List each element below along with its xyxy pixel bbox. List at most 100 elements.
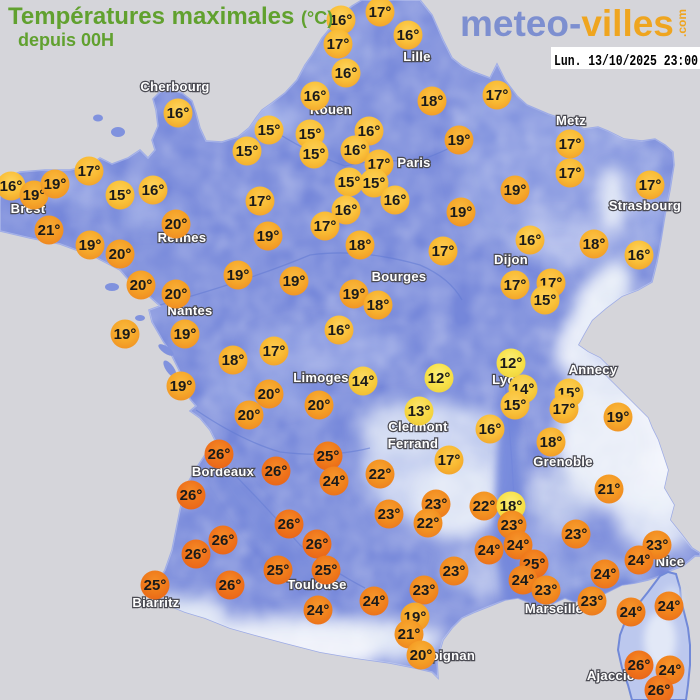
svg-text:26°: 26° (180, 487, 203, 504)
svg-text:21°: 21° (38, 222, 61, 239)
svg-text:15°: 15° (258, 122, 281, 139)
svg-text:24°: 24° (307, 602, 330, 619)
svg-text:17°: 17° (314, 218, 337, 235)
svg-text:17°: 17° (639, 177, 662, 194)
svg-text:22°: 22° (417, 515, 440, 532)
svg-text:15°: 15° (534, 292, 557, 309)
svg-text:20°: 20° (165, 216, 188, 233)
svg-text:18°: 18° (540, 434, 563, 451)
svg-text:24°: 24° (659, 662, 682, 679)
svg-text:Strasbourg: Strasbourg (609, 198, 681, 213)
svg-text:19°: 19° (227, 267, 250, 284)
svg-text:Grenoble: Grenoble (533, 454, 592, 469)
svg-text:26°: 26° (628, 657, 651, 674)
svg-text:18°: 18° (500, 498, 523, 515)
svg-text:18°: 18° (583, 236, 606, 253)
svg-text:24°: 24° (323, 473, 346, 490)
svg-text:23°: 23° (565, 526, 588, 543)
svg-text:20°: 20° (410, 647, 433, 664)
svg-text:Metz: Metz (556, 113, 586, 128)
svg-text:16°: 16° (0, 178, 22, 195)
svg-text:15°: 15° (363, 175, 386, 192)
svg-text:.com: .com (675, 9, 689, 37)
svg-text:24°: 24° (658, 598, 681, 615)
svg-text:16°: 16° (628, 247, 651, 264)
svg-text:19°: 19° (450, 204, 473, 221)
svg-text:Ferrand: Ferrand (388, 436, 439, 451)
svg-text:24°: 24° (512, 572, 535, 589)
svg-text:24°: 24° (628, 552, 651, 569)
svg-text:Paris: Paris (397, 155, 430, 170)
svg-text:19°: 19° (174, 326, 197, 343)
svg-text:Bourges: Bourges (372, 269, 427, 284)
svg-text:16°: 16° (167, 105, 190, 122)
svg-text:Clermont: Clermont (388, 419, 448, 434)
svg-text:Lun. 13/10/2025 23:00: Lun. 13/10/2025 23:00 (554, 53, 698, 70)
svg-text:19°: 19° (170, 378, 193, 395)
svg-text:26°: 26° (219, 577, 242, 594)
svg-text:26°: 26° (265, 463, 288, 480)
svg-text:26°: 26° (208, 446, 231, 463)
svg-text:18°: 18° (367, 297, 390, 314)
svg-text:13°: 13° (408, 403, 431, 420)
svg-text:meteo-villes: meteo-villes (460, 3, 674, 44)
svg-text:20°: 20° (238, 407, 261, 424)
svg-text:20°: 20° (308, 397, 331, 414)
svg-text:Bordeaux: Bordeaux (192, 464, 255, 479)
svg-text:17°: 17° (327, 36, 350, 53)
svg-text:25°: 25° (315, 562, 338, 579)
svg-text:Températures maximales (°C): Températures maximales (°C) (8, 3, 333, 30)
svg-text:26°: 26° (278, 516, 301, 533)
svg-text:Lille: Lille (403, 49, 431, 64)
svg-text:19°: 19° (448, 132, 471, 149)
svg-text:19°: 19° (607, 409, 630, 426)
svg-text:17°: 17° (263, 343, 286, 360)
svg-text:12°: 12° (500, 355, 523, 372)
svg-text:17°: 17° (504, 277, 527, 294)
svg-text:22°: 22° (473, 498, 496, 515)
svg-text:16°: 16° (335, 65, 358, 82)
svg-text:24°: 24° (507, 537, 530, 554)
svg-text:26°: 26° (185, 546, 208, 563)
svg-text:23°: 23° (413, 582, 436, 599)
svg-text:depuis 00H: depuis 00H (18, 30, 114, 50)
svg-text:19°: 19° (23, 187, 46, 204)
svg-text:19°: 19° (504, 182, 527, 199)
svg-text:17°: 17° (438, 452, 461, 469)
svg-text:15°: 15° (338, 174, 361, 191)
svg-text:16°: 16° (335, 202, 358, 219)
svg-text:17°: 17° (249, 193, 272, 210)
svg-text:14°: 14° (352, 373, 375, 390)
svg-text:17°: 17° (559, 136, 582, 153)
svg-text:20°: 20° (258, 386, 281, 403)
svg-text:16°: 16° (519, 232, 542, 249)
svg-text:15°: 15° (109, 187, 132, 204)
svg-text:16°: 16° (328, 322, 351, 339)
svg-text:25°: 25° (144, 577, 167, 594)
svg-text:26°: 26° (306, 536, 329, 553)
svg-text:12°: 12° (428, 370, 451, 387)
svg-text:21°: 21° (598, 481, 621, 498)
svg-text:24°: 24° (478, 542, 501, 559)
svg-text:23°: 23° (501, 517, 524, 534)
svg-text:15°: 15° (504, 397, 527, 414)
svg-text:16°: 16° (304, 88, 327, 105)
svg-text:15°: 15° (303, 146, 326, 163)
svg-text:23°: 23° (646, 537, 669, 554)
svg-text:16°: 16° (142, 182, 165, 199)
svg-text:18°: 18° (222, 352, 245, 369)
svg-text:26°: 26° (212, 532, 235, 549)
svg-text:26°: 26° (648, 682, 671, 699)
svg-text:19°: 19° (44, 176, 67, 193)
svg-text:Dijon: Dijon (494, 252, 528, 267)
svg-text:25°: 25° (317, 448, 340, 465)
svg-text:19°: 19° (283, 273, 306, 290)
svg-text:23°: 23° (535, 582, 558, 599)
svg-text:16°: 16° (344, 142, 367, 159)
svg-text:19°: 19° (79, 237, 102, 254)
svg-text:18°: 18° (349, 237, 372, 254)
svg-text:17°: 17° (369, 4, 392, 21)
svg-text:15°: 15° (236, 143, 259, 160)
svg-text:Cherbourg: Cherbourg (140, 79, 209, 94)
svg-text:16°: 16° (479, 421, 502, 438)
